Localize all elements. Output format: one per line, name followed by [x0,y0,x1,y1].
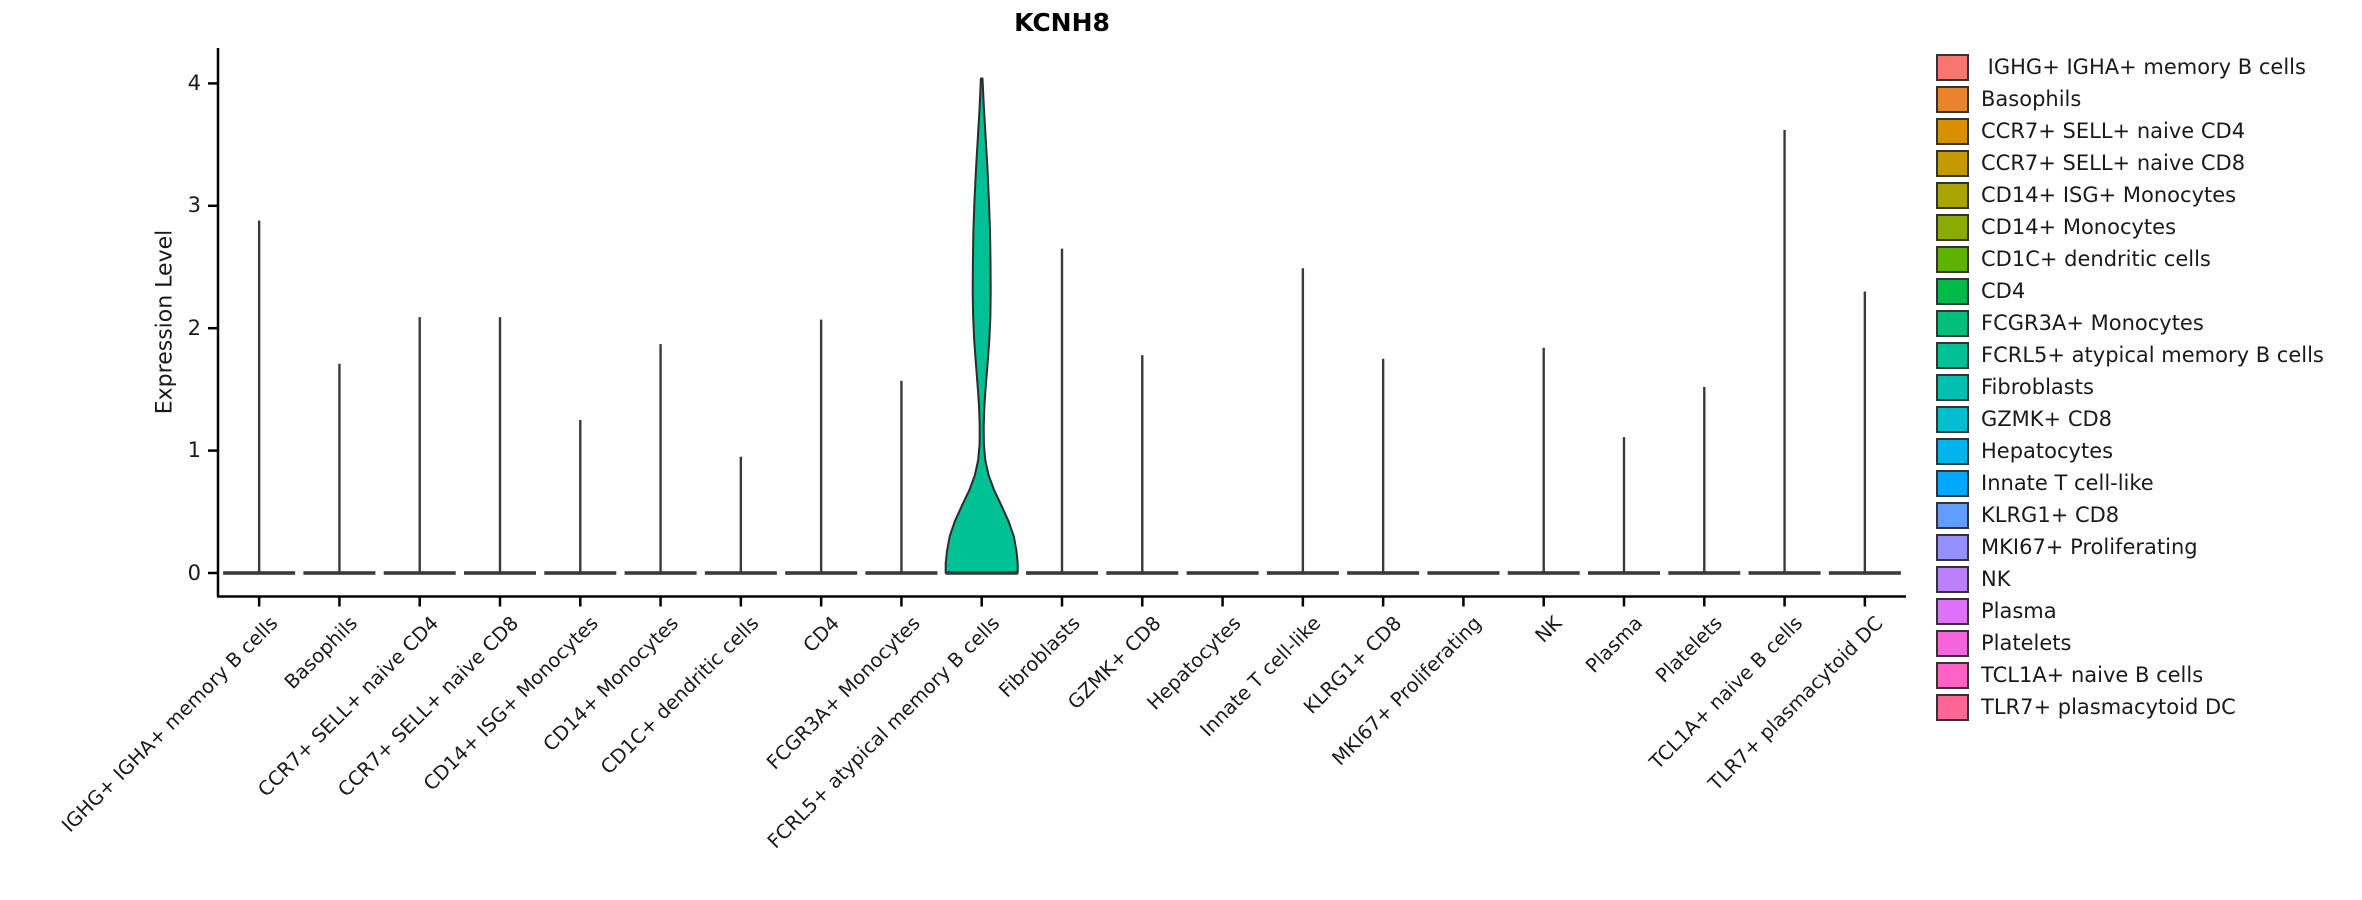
legend-color-swatch [1936,662,1969,689]
legend-label: Plasma [1981,599,2057,623]
legend-item: CCR7+ SELL+ naive CD4 [1936,118,2245,145]
legend-label: TLR7+ plasmacytoid DC [1981,695,2236,719]
legend-color-swatch [1936,566,1969,593]
legend-color-swatch [1936,214,1969,241]
legend-label: CCR7+ SELL+ naive CD4 [1981,119,2246,143]
legend-label: GZMK+ CD8 [1981,407,2113,431]
legend-item: CD1C+ dendritic cells [1936,246,2211,273]
legend-item: MKI67+ Proliferating [1936,534,2198,561]
legend-color-swatch [1936,342,1969,369]
violin-baseline-dash [464,571,536,575]
violin-baseline-dash [1507,571,1580,575]
legend-color-swatch [1936,278,1969,305]
legend-color-swatch [1936,182,1969,209]
violin-baseline-dash [1748,571,1821,575]
legend-label: FCGR3A+ Monocytes [1981,311,2204,335]
legend-item: KLRG1+ CD8 [1936,502,2119,529]
legend-item: FCGR3A+ Monocytes [1936,310,2204,337]
legend-item: Innate T cell-like [1936,470,2154,497]
legend-label: TCL1A+ naive B cells [1981,663,2204,687]
violin-body-fcrl5-atypical-memory-b-cells [944,77,1019,574]
legend-color-swatch [1936,54,1969,81]
legend-item: Fibroblasts [1936,374,2094,401]
legend-label: CD4 [1981,279,2026,303]
legend-label: CD1C+ dendritic cells [1981,247,2211,271]
y-tick-label-0: 0 [187,560,201,585]
violin-baseline-dash [1588,571,1660,575]
violin-baseline-dash [1828,571,1901,575]
legend-label: KLRG1+ CD8 [1981,503,2120,527]
violin-baseline-dash [1427,571,1500,575]
legend-color-swatch [1936,374,1969,401]
legend-color-swatch [1936,310,1969,337]
legend-item: Hepatocytes [1936,438,2113,465]
violin-baseline-dash [1668,571,1741,575]
legend-item: CD4 [1936,278,2025,305]
legend-item: NK [1936,566,2010,593]
violin-baseline-dash [1106,571,1179,575]
legend-item: Basophils [1936,86,2081,113]
legend-color-swatch [1936,694,1969,721]
legend-item: CD14+ Monocytes [1936,214,2176,241]
legend-label: MKI67+ Proliferating [1981,535,2198,559]
y-tick-label-3: 3 [187,193,201,218]
legend-color-swatch [1936,86,1969,113]
y-tick-label-2: 2 [187,315,201,340]
violin-baseline-dash [1347,571,1420,575]
violin-baseline-dash [785,571,858,575]
legend-label: Basophils [1981,87,2082,111]
legend-item: CCR7+ SELL+ naive CD8 [1936,150,2245,177]
violin-baseline-dash [1026,571,1098,575]
violin-baseline-dash [1266,571,1339,575]
violin-baseline-dash [223,571,296,575]
legend-label: Platelets [1981,631,2072,655]
legend-color-swatch [1936,502,1969,529]
legend-label: CD14+ Monocytes [1981,215,2177,239]
y-tick-label-4: 4 [187,70,201,95]
legend-color-swatch [1936,534,1969,561]
legend-item: TCL1A+ naive B cells [1936,662,2203,689]
violin-baseline-dash [544,571,617,575]
legend-color-swatch [1936,118,1969,145]
legend-item: CD14+ ISG+ Monocytes [1936,182,2236,209]
legend-label: CCR7+ SELL+ naive CD8 [1981,151,2246,175]
legend-color-swatch [1936,150,1969,177]
legend-color-swatch [1936,630,1969,657]
legend-label: Hepatocytes [1981,439,2114,463]
violin-baseline-dash [383,571,456,575]
legend-item: FCRL5+ atypical memory B cells [1936,342,2324,369]
legend-label: Fibroblasts [1981,375,2094,399]
violin-baseline-dash [303,571,376,575]
y-tick-label-1: 1 [187,438,201,463]
violin-baseline-dash [945,571,1018,575]
legend-label: NK [1981,567,2011,591]
violin-baseline-dash [865,571,938,575]
legend-color-swatch [1936,598,1969,625]
legend-item: Plasma [1936,598,2057,625]
legend-label: IGHG+ IGHA+ memory B cells [1981,55,2306,79]
violin-baseline-dash [704,571,777,575]
chart-title: KCNH8 [1014,8,1110,37]
legend-label: Innate T cell-like [1981,471,2154,495]
violin-baseline-dash [1186,571,1259,575]
violin-baseline-dash [624,571,697,575]
legend-color-swatch [1936,246,1969,273]
legend-item: TLR7+ plasmacytoid DC [1936,694,2236,721]
legend-color-swatch [1936,470,1969,497]
legend-item: GZMK+ CD8 [1936,406,2112,433]
legend-label: CD14+ ISG+ Monocytes [1981,183,2237,207]
legend-label: FCRL5+ atypical memory B cells [1981,343,2324,367]
legend-color-swatch [1936,438,1969,465]
legend-item: Platelets [1936,630,2071,657]
legend-color-swatch [1936,406,1969,433]
legend-item: IGHG+ IGHA+ memory B cells [1936,54,2306,81]
